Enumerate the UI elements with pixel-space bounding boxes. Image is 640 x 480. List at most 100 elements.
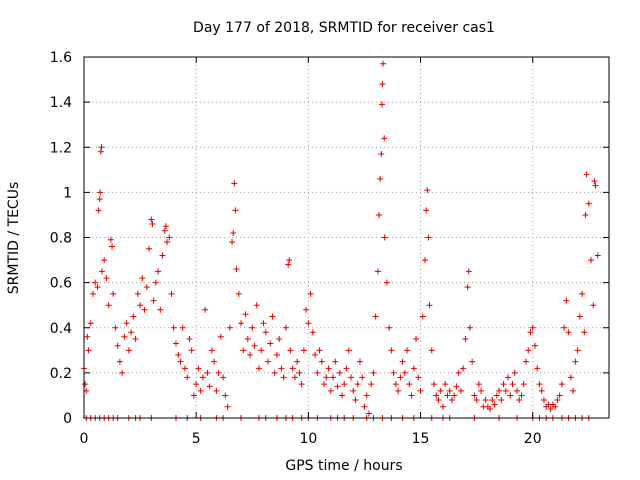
data-point — [195, 365, 202, 372]
data-point — [226, 324, 233, 331]
data-point — [253, 302, 260, 309]
data-point — [417, 387, 424, 394]
y-tick-label: 0 — [63, 411, 72, 427]
data-point — [469, 358, 476, 365]
data-point — [509, 381, 516, 388]
data-point — [141, 306, 148, 313]
data-point — [424, 187, 431, 194]
x-tick-label: 20 — [524, 431, 542, 447]
data-point — [511, 369, 518, 376]
data-point — [119, 369, 126, 376]
data-point — [592, 182, 599, 189]
data-point — [368, 381, 375, 388]
data-point — [249, 324, 256, 331]
data-point — [168, 290, 175, 297]
data-point — [84, 333, 91, 340]
data-point — [125, 347, 132, 354]
data-point — [206, 383, 213, 390]
data-point — [149, 220, 156, 227]
y-tick-label: 0.8 — [50, 231, 72, 247]
data-point — [359, 374, 366, 381]
data-point — [590, 302, 597, 309]
data-point — [453, 383, 460, 390]
data-point — [116, 358, 123, 365]
data-point — [256, 365, 262, 372]
data-point — [462, 336, 469, 343]
data-point — [213, 387, 220, 394]
data-point — [547, 405, 554, 412]
data-point — [238, 320, 245, 327]
data-point — [496, 387, 503, 394]
data-point — [404, 347, 411, 354]
data-point — [312, 351, 319, 358]
data-point — [518, 392, 525, 399]
data-point — [365, 410, 372, 417]
data-point — [531, 342, 538, 349]
data-point — [164, 239, 171, 246]
data-point — [582, 211, 589, 218]
data-point — [426, 302, 433, 309]
data-point — [82, 381, 89, 388]
data-point — [98, 268, 105, 275]
data-point — [363, 392, 370, 399]
data-point — [143, 284, 150, 291]
data-point — [380, 60, 387, 67]
data-point — [276, 336, 283, 343]
data-point — [264, 358, 271, 365]
data-point — [87, 320, 94, 327]
data-point — [588, 257, 595, 264]
data-point — [220, 374, 227, 381]
data-point — [594, 252, 601, 259]
data-point — [251, 342, 258, 349]
data-point — [579, 290, 586, 297]
data-point — [448, 396, 455, 403]
y-tick-label: 1 — [63, 185, 72, 201]
data-point — [98, 144, 105, 151]
data-point — [538, 387, 545, 394]
data-point — [170, 324, 177, 331]
data-point — [399, 358, 406, 365]
data-point — [280, 374, 287, 381]
data-point — [500, 381, 507, 388]
data-point — [97, 148, 104, 155]
data-point — [139, 275, 146, 282]
data-point — [525, 347, 532, 354]
data-point — [152, 279, 159, 286]
data-point — [444, 392, 451, 399]
data-point — [378, 151, 385, 158]
x-tick-label: 5 — [192, 431, 201, 447]
data-point — [190, 392, 197, 399]
data-point — [157, 306, 164, 313]
data-point — [408, 392, 415, 399]
data-point — [563, 297, 570, 304]
data-point — [95, 207, 102, 214]
data-point — [410, 365, 417, 372]
data-point — [552, 403, 559, 410]
data-point — [567, 374, 574, 381]
data-point — [422, 257, 429, 264]
data-point — [303, 306, 310, 313]
data-point — [175, 351, 182, 358]
data-point — [529, 324, 536, 331]
data-point — [314, 369, 321, 376]
data-point — [336, 369, 343, 376]
data-point — [179, 324, 186, 331]
data-point — [128, 329, 135, 336]
data-point — [433, 392, 440, 399]
data-point — [289, 365, 296, 372]
data-point — [262, 329, 269, 336]
data-point — [591, 178, 598, 185]
data-point — [379, 81, 386, 88]
data-point — [339, 392, 346, 399]
x-tick-label: 0 — [80, 431, 89, 447]
data-point — [431, 381, 437, 388]
data-point — [186, 336, 193, 343]
data-point — [132, 336, 139, 343]
data-point — [110, 290, 117, 297]
data-point — [199, 374, 206, 381]
data-point — [556, 392, 563, 399]
data-point — [437, 387, 444, 394]
data-point — [287, 347, 294, 354]
data-point — [123, 320, 130, 327]
data-point — [224, 403, 231, 410]
